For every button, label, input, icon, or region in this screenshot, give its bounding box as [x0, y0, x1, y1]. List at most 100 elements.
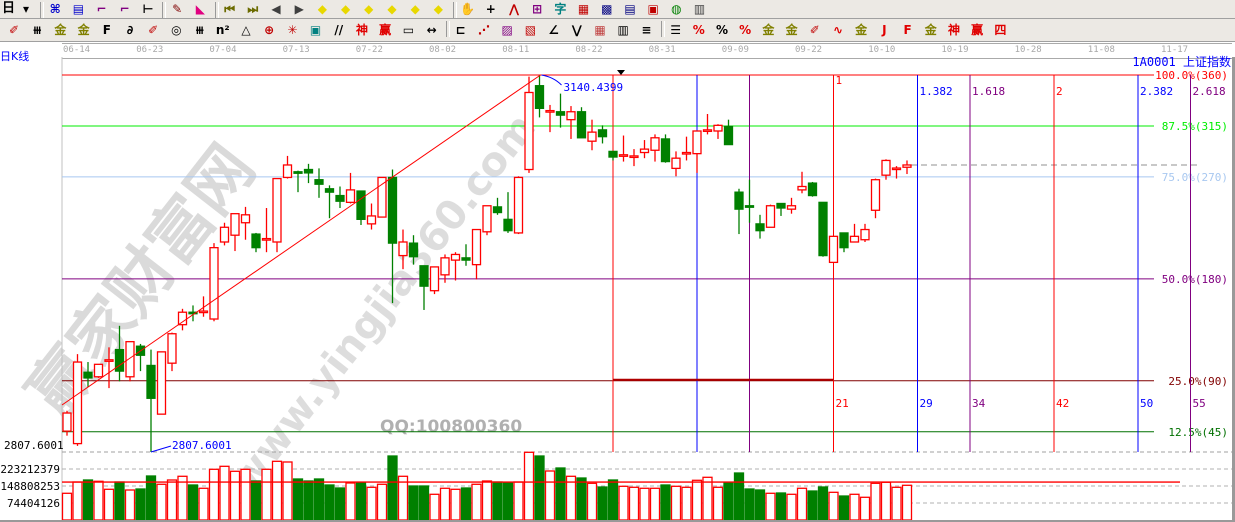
- gold-lines-icon[interactable]: 金: [785, 23, 798, 37]
- spiral-icon[interactable]: ∂: [126, 23, 134, 37]
- volume-bar: [366, 486, 377, 521]
- fib-lines-icon[interactable]: F: [102, 23, 111, 37]
- triangle-icon[interactable]: △: [241, 23, 251, 37]
- gann-grid-icon[interactable]: ▨: [501, 23, 513, 37]
- period-dropdown-icon[interactable]: ▾: [22, 2, 30, 16]
- candle-up: [93, 363, 104, 378]
- date-tick-label: 10-19: [941, 45, 969, 55]
- candle-up: [209, 247, 219, 320]
- star-icon[interactable]: ✳: [287, 23, 298, 37]
- gold-split2-icon[interactable]: 金: [77, 23, 90, 37]
- overlay-icon[interactable]: ⊞: [532, 2, 543, 16]
- parallel-lines-icon[interactable]: ⧻: [32, 23, 43, 37]
- save-icon[interactable]: ▣: [647, 2, 659, 16]
- candle-up: [429, 266, 440, 292]
- notepad-icon[interactable]: ▤: [72, 2, 85, 16]
- table-icon[interactable]: ▥: [617, 23, 629, 37]
- text-icon[interactable]: 字: [554, 2, 567, 16]
- si-angle-icon[interactable]: 四: [994, 23, 1007, 37]
- report-icon[interactable]: ▤: [624, 2, 636, 16]
- zigzag-icon[interactable]: ⋁: [571, 23, 582, 37]
- gann-box-icon[interactable]: ⊏: [455, 23, 466, 37]
- percent-lines-icon[interactable]: %: [739, 23, 752, 37]
- calendar-icon[interactable]: ▦: [577, 2, 590, 16]
- pen-icon[interactable]: ✐: [8, 23, 20, 37]
- scroll-right-icon[interactable]: ◆: [340, 2, 351, 16]
- box-icon[interactable]: ▣: [309, 23, 322, 37]
- horizontal-scrollbar[interactable]: [0, 520, 1235, 522]
- candle-up: [198, 310, 209, 314]
- cycle-icon[interactable]: ◎: [171, 23, 182, 37]
- candle-up: [545, 109, 555, 113]
- hand-icon[interactable]: ✋: [460, 2, 476, 16]
- right-arrow-icon[interactable]: ▶: [294, 2, 304, 16]
- zoom-horizontal-icon[interactable]: ◆: [364, 2, 374, 16]
- candle-down: [555, 111, 566, 116]
- shen-icon[interactable]: 神: [355, 23, 368, 37]
- volume-bar: [93, 480, 104, 521]
- f-angle-icon[interactable]: F: [903, 23, 912, 37]
- gold-coin-icon[interactable]: 金: [762, 23, 775, 37]
- date-tick-label: 06-14: [63, 45, 91, 55]
- marker-icon[interactable]: ✐: [148, 23, 159, 37]
- target-icon[interactable]: ⊕: [264, 23, 275, 37]
- move-all-icon[interactable]: ◆: [433, 2, 443, 16]
- candle-up: [272, 177, 282, 243]
- grid-icon[interactable]: ▦: [594, 23, 606, 37]
- ruler-icon[interactable]: ▭: [402, 23, 415, 37]
- ying-angle-icon[interactable]: 赢: [971, 23, 984, 37]
- candle-down: [314, 179, 324, 185]
- cursor-dropdown-icon[interactable]: ⊢: [142, 2, 154, 16]
- calculator-icon[interactable]: ▩: [601, 2, 613, 16]
- candle-down: [776, 202, 786, 209]
- globe-icon[interactable]: ◍: [671, 2, 682, 16]
- equal-lines-icon[interactable]: ⧻: [194, 23, 205, 37]
- expand-icon[interactable]: ◆: [410, 2, 420, 16]
- date-tick-label: 07-04: [209, 45, 237, 55]
- candle-down: [251, 233, 261, 249]
- monthly-step-icon[interactable]: ⌐: [119, 2, 130, 16]
- ying-icon[interactable]: 赢: [379, 23, 392, 37]
- percent-icon[interactable]: %: [715, 23, 729, 37]
- last-bar-icon[interactable]: ⏭: [247, 2, 259, 16]
- shen-angle-icon[interactable]: 神: [947, 23, 960, 37]
- slant-lines-icon[interactable]: ≡: [641, 23, 652, 37]
- color-flag-icon[interactable]: ◣: [195, 2, 205, 16]
- crosshair-icon[interactable]: +: [485, 2, 496, 16]
- shrink-icon[interactable]: ◆: [387, 2, 397, 16]
- list-icon[interactable]: ☰: [670, 23, 681, 37]
- gann-fan-icon[interactable]: ⋰: [478, 23, 490, 37]
- candle-up: [167, 333, 177, 364]
- candle-up: [650, 137, 660, 151]
- wave-icon[interactable]: ∿: [832, 23, 844, 37]
- gold-angle-icon[interactable]: 金: [924, 23, 937, 37]
- gold-split-icon[interactable]: 金: [54, 23, 67, 37]
- volume-bar: [555, 467, 566, 521]
- percent-red-icon[interactable]: %: [692, 23, 705, 37]
- weekly-step-icon[interactable]: ⌐: [96, 2, 107, 16]
- speed-lines-icon[interactable]: ∠: [548, 23, 559, 37]
- volume-bar: [481, 480, 493, 521]
- measure-icon[interactable]: ↔: [426, 23, 437, 37]
- printer-icon[interactable]: ▥: [693, 2, 706, 16]
- f10-icon[interactable]: ✎: [172, 2, 183, 16]
- left-arrow-icon[interactable]: ◀: [271, 2, 281, 16]
- angle-lines-icon[interactable]: //: [334, 23, 344, 37]
- scroll-left-icon[interactable]: ◆: [317, 2, 327, 16]
- watermark-url: www.yingjia360.com: [222, 105, 545, 501]
- square-lines-icon[interactable]: n²: [215, 23, 230, 37]
- trend-line: [61, 74, 541, 406]
- period-selector[interactable]: 日: [2, 1, 16, 16]
- j-angle-icon[interactable]: J: [882, 23, 887, 37]
- toolbar-top: 日 ▾ ⌘ ▤ ⌐ ⌐ ⊢ ✎ ◣ ⏮ ⏭ ◀ ▶ ◆ ◆ ◆ ◆ ◆ ◆ ✋ + ⋀ ⊞ 字 ▦ ▩ ▤ ▣ ◍ ▥: [0, 0, 1235, 19]
- gold-red-icon[interactable]: 金: [855, 23, 868, 37]
- pen-lines-icon[interactable]: ✐: [809, 23, 820, 37]
- gann-square-icon[interactable]: ▧: [524, 23, 537, 37]
- volume-bar: [439, 487, 451, 521]
- line-tool-icon[interactable]: ⋀: [508, 2, 520, 16]
- first-bar-icon[interactable]: ⏮: [224, 2, 235, 16]
- indicator-icon[interactable]: ⌘: [49, 2, 61, 16]
- date-tick-label: 06-23: [136, 45, 164, 55]
- volume-bar: [534, 455, 545, 521]
